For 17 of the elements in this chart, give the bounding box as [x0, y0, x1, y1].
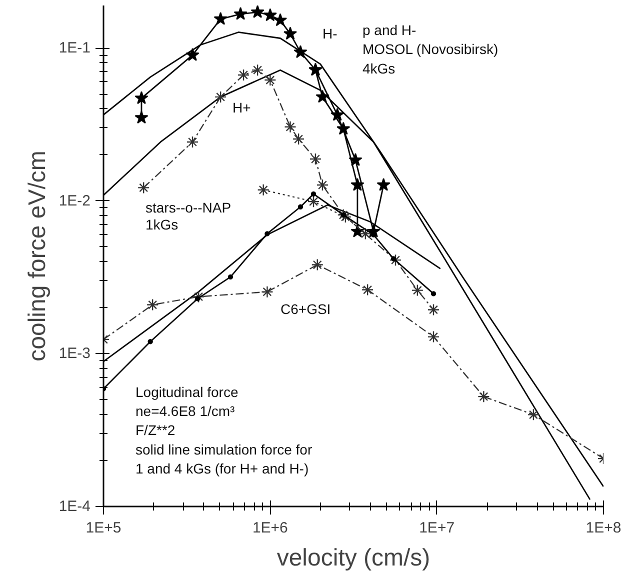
annotation: H+ — [232, 100, 251, 116]
y-tick-label: 1E-4 — [58, 498, 91, 515]
x-tick-label: 1E+7 — [419, 520, 455, 536]
annotation: H- — [322, 26, 338, 42]
annotation: stars--o--NAP — [146, 199, 232, 216]
annotation: p and H- MOSOL (Novosibirsk) 4kGs — [362, 22, 498, 76]
y-tick-label: 1E-2 — [58, 192, 91, 210]
y-axis-title: cooling force eV/cm — [24, 150, 51, 362]
x-axis-title: velocity (cm/s) — [276, 544, 430, 572]
annotation: 1kGs — [146, 216, 178, 232]
x-tick-label: 1E+5 — [86, 520, 122, 536]
annotation: Logitudinal force ne=4.6E8 1/cm³ F/Z**2 solid line simulation force for 1 and 4 kGs (for H+ and H-) — [136, 384, 312, 477]
y-tick-label: 1E-3 — [58, 345, 91, 362]
annotation: C6+GSI — [280, 301, 331, 318]
y-tick-label: 1E-1 — [58, 40, 91, 57]
x-tick-label: 1E+8 — [586, 520, 622, 536]
x-tick-label: 1E+6 — [252, 520, 288, 536]
